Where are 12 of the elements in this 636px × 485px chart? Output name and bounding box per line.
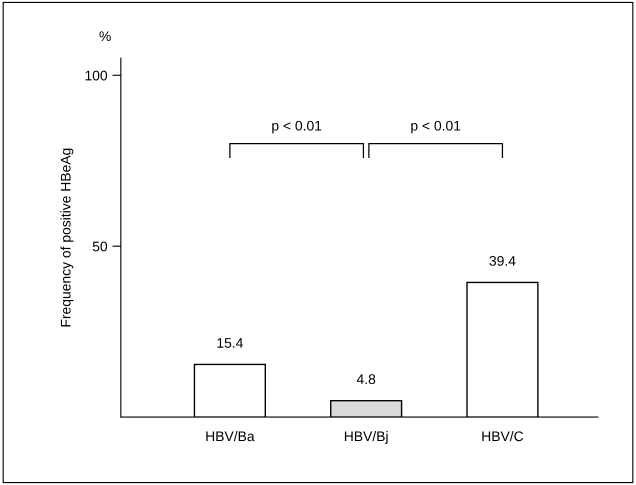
y-tick-label: 50	[92, 242, 108, 252]
x-tick-label: HBV/Bj	[344, 430, 388, 444]
annotation: p < 0.01	[272, 120, 322, 134]
annotation: p < 0.01	[411, 120, 460, 134]
x-tick-label: HBV/C	[482, 430, 524, 442]
data-label: 15.4	[217, 338, 243, 348]
y-tick-label: 100	[86, 70, 108, 80]
data-label: 4.8	[356, 374, 376, 384]
x-tick-label: HBV/Ba	[206, 430, 255, 442]
y-axis-title: Frequency of positive HBeAg	[60, 148, 74, 326]
text: %	[99, 31, 111, 42]
data-label: 39.4	[489, 256, 516, 266]
